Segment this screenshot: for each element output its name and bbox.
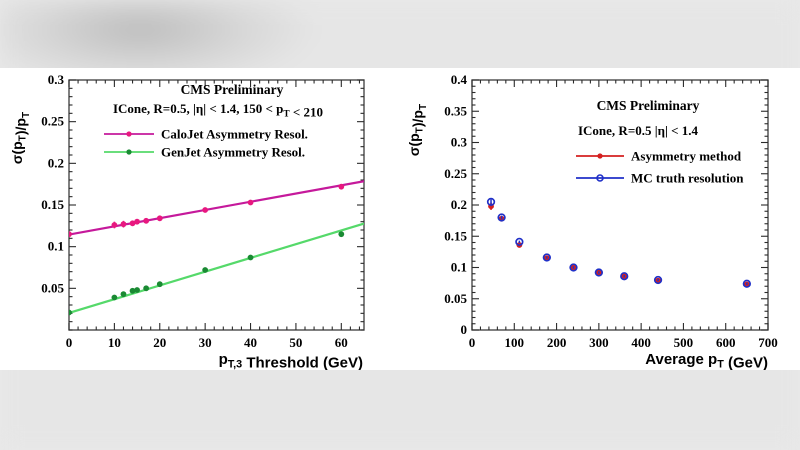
legend: Asymmetry method MC truth resolution [576, 149, 744, 186]
y-tick-label: 0.15 [444, 228, 467, 243]
tick-labels: 0 10 20 30 40 50 60 0.05 0.1 0.15 0.2 0.25 0.3 [41, 72, 348, 350]
fit-line [69, 222, 364, 314]
series-1 [69, 222, 364, 316]
data-point [134, 218, 140, 225]
data-point [156, 281, 163, 288]
data-point [129, 287, 136, 294]
data-point [120, 221, 127, 228]
data-point [202, 267, 209, 273]
y-tick-label: 0.15 [41, 197, 64, 212]
x-tick-label: 700 [758, 335, 778, 350]
data-point [247, 254, 254, 261]
data-point [143, 217, 150, 224]
data-point [69, 231, 72, 238]
x-tick-label: 300 [589, 335, 609, 350]
y-axis-title: σ(pT)/pT [406, 103, 429, 156]
y-tick-label: 0.1 [48, 239, 64, 254]
plot-frame [68, 79, 365, 331]
axis-ticks [68, 79, 364, 331]
left-plot-svg: 0 10 20 30 40 50 60 0.05 0.1 0.15 0.2 0.25 0.3 σ(pT)/… [9, 72, 365, 370]
x-tick-label: 600 [716, 335, 736, 350]
data-point [143, 285, 150, 292]
data-point [594, 268, 604, 277]
data-area [486, 197, 752, 288]
x-axis-title: pT,3 Threshold (GeV) [219, 351, 363, 370]
chart-panel-right: 0 100 200 300 400 500 600 700 0 0.05 0.1 0.15 0.2 0.2… [400, 68, 800, 370]
chart-title: CMS Preliminary [181, 82, 284, 97]
fit-line [69, 180, 364, 236]
data-point [69, 309, 72, 316]
data-point [111, 222, 118, 228]
y-tick-label: 0.35 [444, 103, 467, 118]
y-tick-label: 0.2 [48, 155, 64, 170]
data-point [569, 263, 578, 272]
x-tick-label: 400 [631, 335, 651, 350]
y-tick-label: 0.3 [451, 135, 468, 150]
data-point [742, 279, 752, 288]
data-point [129, 220, 136, 227]
legend: CaloJet Asymmetry Resol. GenJet Asymmetry… [104, 127, 308, 160]
y-tick-label: 0.4 [451, 72, 468, 87]
chart-panel-left: 0 10 20 30 40 50 60 0.05 0.1 0.15 0.2 0.25 0.3 σ(pT)/… [0, 68, 400, 370]
legend-marker [126, 149, 132, 155]
x-tick-label: 20 [153, 335, 166, 350]
y-tick-label: 0.05 [444, 291, 467, 306]
x-axis-title: Average pT (GeV) [645, 351, 768, 370]
y-tick-label: 0.3 [48, 72, 65, 87]
data-point [620, 272, 629, 281]
data-point [134, 287, 140, 293]
x-tick-label: 60 [335, 335, 348, 350]
legend-label: Asymmetry method [631, 149, 742, 164]
x-tick-label: 500 [674, 335, 694, 350]
data-point [515, 237, 524, 247]
y-tick-label: 0 [461, 322, 468, 337]
x-tick-label: 30 [199, 335, 212, 350]
y-tick-label: 0.2 [451, 197, 467, 212]
plot-frame [471, 79, 769, 331]
legend-marker [596, 174, 604, 182]
x-tick-label: 0 [469, 335, 476, 350]
data-point [542, 253, 551, 262]
data-point [156, 215, 163, 222]
legend-label: GenJet Asymmetry Resol. [161, 145, 305, 160]
data-point [202, 207, 209, 213]
data-point [338, 231, 345, 238]
x-tick-label: 10 [108, 335, 121, 350]
x-tick-label: 100 [505, 335, 525, 350]
x-tick-label: 40 [244, 335, 257, 350]
x-tick-label: 200 [547, 335, 567, 350]
data-point [486, 197, 496, 207]
tick-labels: 0 100 200 300 400 500 600 700 0 0.05 0.1 0.15 0.2 0.2… [444, 72, 778, 350]
y-tick-label: 0.25 [41, 114, 64, 129]
series-1 [486, 197, 752, 288]
right-plot-svg: 0 100 200 300 400 500 600 700 0 0.05 0.1 0.15 0.2 0.2… [406, 72, 778, 370]
series-0 [69, 180, 364, 238]
chart-title: CMS Preliminary [597, 98, 700, 113]
x-tick-label: 0 [66, 335, 73, 350]
series-0 [488, 202, 750, 288]
data-point [111, 294, 118, 301]
figure-canvas: 0 10 20 30 40 50 60 0.05 0.1 0.15 0.2 0.25 0.3 σ(pT)/… [0, 68, 800, 370]
legend-marker [126, 131, 132, 137]
data-point [247, 199, 254, 206]
data-point [653, 275, 663, 285]
y-axis-title: σ(pT)/pT [9, 111, 32, 164]
legend-label: MC truth resolution [631, 171, 744, 186]
y-tick-label: 0.05 [41, 280, 64, 295]
y-tick-label: 0.25 [444, 166, 467, 181]
y-tick-label: 0.1 [451, 260, 467, 275]
data-area [69, 180, 364, 316]
axis-ticks [471, 79, 769, 331]
data-point [497, 213, 506, 222]
x-tick-label: 50 [289, 335, 302, 350]
chart-subtitle: ICone, R=0.5, |η| < 1.4, 150 < pT < 210 [113, 101, 323, 120]
data-point [120, 291, 127, 298]
data-point [338, 183, 345, 190]
chart-subtitle: ICone, R=0.5 |η| < 1.4 [578, 123, 699, 138]
legend-marker [597, 153, 603, 159]
legend-label: CaloJet Asymmetry Resol. [161, 127, 308, 142]
